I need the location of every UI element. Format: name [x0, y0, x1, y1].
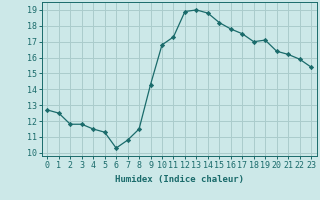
X-axis label: Humidex (Indice chaleur): Humidex (Indice chaleur) [115, 175, 244, 184]
